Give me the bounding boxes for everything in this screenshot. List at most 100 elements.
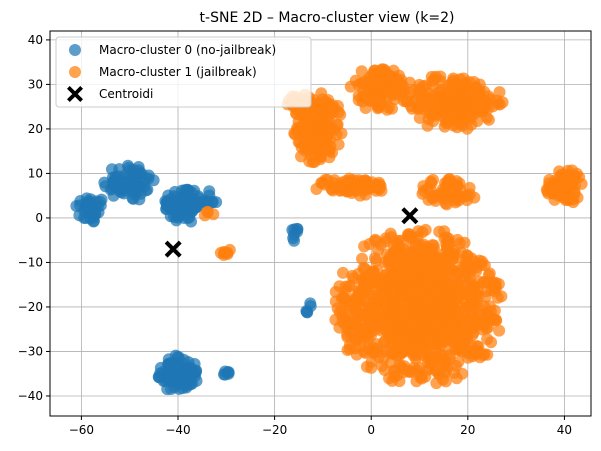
cluster0-point xyxy=(301,306,314,319)
cluster1-point xyxy=(378,285,391,298)
cluster1-point xyxy=(436,183,449,196)
cluster1-point xyxy=(425,70,438,83)
legend-marker-1 xyxy=(69,66,81,78)
cluster1-point xyxy=(463,188,476,201)
cluster1-point xyxy=(407,246,420,259)
legend-marker-0 xyxy=(69,44,81,56)
cluster1-point xyxy=(372,244,385,257)
cluster1-point xyxy=(470,340,483,353)
cluster1-point xyxy=(466,328,479,341)
cluster1-point xyxy=(493,86,506,99)
cluster1-point xyxy=(459,302,472,315)
cluster1-point xyxy=(400,95,413,108)
cluster1-point xyxy=(481,333,494,346)
series-0 xyxy=(70,159,317,396)
cluster0-point xyxy=(161,196,174,209)
data-points xyxy=(70,63,588,396)
cluster1-point xyxy=(332,181,345,194)
cluster1-point xyxy=(373,312,386,325)
cluster1-point xyxy=(303,155,316,168)
cluster1-point xyxy=(424,175,437,188)
cluster1-point xyxy=(411,102,424,115)
cluster1-point xyxy=(358,240,371,253)
cluster1-point xyxy=(387,347,400,360)
cluster1-point xyxy=(366,176,379,189)
cluster1-point xyxy=(379,65,392,78)
cluster1-point xyxy=(449,191,462,204)
cluster1-point xyxy=(472,318,485,331)
cluster1-point xyxy=(301,142,314,155)
cluster1-point xyxy=(384,254,397,267)
x-tick-label: −20 xyxy=(262,423,287,437)
cluster1-point xyxy=(493,324,506,337)
cluster0-point xyxy=(221,366,234,379)
cluster1-point xyxy=(345,186,358,199)
cluster1-point xyxy=(334,108,347,121)
cluster1-point xyxy=(352,94,365,107)
cluster1-point xyxy=(375,360,388,373)
cluster1-point xyxy=(460,78,473,91)
cluster1-point xyxy=(313,132,326,145)
cluster1-point xyxy=(573,171,586,184)
cluster1-point xyxy=(461,313,474,326)
cluster1-point xyxy=(361,81,374,94)
cluster1-point xyxy=(363,283,376,296)
cluster1-point xyxy=(332,138,345,151)
cluster1-point xyxy=(448,366,461,379)
cluster1-point xyxy=(491,291,504,304)
cluster1-point xyxy=(441,318,454,331)
cluster1-point xyxy=(563,191,576,204)
cluster1-point xyxy=(434,339,447,352)
cluster1-point xyxy=(426,239,439,252)
cluster1-point xyxy=(482,90,495,103)
cluster1-point xyxy=(472,289,485,302)
cluster1-point xyxy=(440,198,453,211)
cluster1-point xyxy=(470,81,483,94)
cluster0-point xyxy=(132,180,145,193)
cluster1-point xyxy=(496,96,509,109)
cluster1-point xyxy=(388,364,401,377)
cluster0-point xyxy=(164,357,177,370)
cluster1-point xyxy=(201,206,214,219)
cluster1-point xyxy=(404,297,417,310)
cluster1-point xyxy=(404,230,417,243)
cluster1-point xyxy=(349,304,362,317)
axis-ticks: −60 −40 −20 0 20 40 −40 −30 −20 −10 0 10 20 30 40 xyxy=(18,33,572,437)
cluster1-point xyxy=(359,331,372,344)
cluster1-point xyxy=(380,93,393,106)
y-tick-label: −30 xyxy=(18,344,43,358)
cluster1-point xyxy=(416,304,429,317)
cluster0-point xyxy=(176,382,189,395)
cluster1-point xyxy=(409,332,422,345)
cluster1-point xyxy=(470,264,483,277)
cluster1-point xyxy=(365,94,378,107)
cluster0-point xyxy=(186,377,199,390)
cluster0-point xyxy=(79,211,92,224)
cluster1-point xyxy=(413,83,426,96)
cluster1-point xyxy=(446,300,459,313)
cluster1-point xyxy=(452,355,465,368)
cluster1-point xyxy=(430,305,443,318)
cluster1-point xyxy=(413,111,426,124)
cluster1-point xyxy=(481,310,494,323)
x-tick-label: 20 xyxy=(460,423,475,437)
cluster1-point xyxy=(356,252,369,265)
cluster1-point xyxy=(322,98,335,111)
cluster1-point xyxy=(441,79,454,92)
legend-label-2: Centroidi xyxy=(99,87,153,101)
cluster1-point xyxy=(344,80,357,93)
cluster1-point xyxy=(420,275,433,288)
x-tick-label: 40 xyxy=(557,423,572,437)
cluster1-point xyxy=(401,319,414,332)
cluster1-point xyxy=(349,313,362,326)
cluster1-point xyxy=(355,65,368,78)
cluster1-point xyxy=(446,252,459,265)
cluster1-point xyxy=(449,286,462,299)
y-tick-label: −20 xyxy=(18,300,43,314)
cluster1-point xyxy=(442,173,455,186)
cluster1-point xyxy=(291,121,304,134)
cluster1-point xyxy=(336,310,349,323)
cluster1-point xyxy=(434,70,447,83)
y-tick-label: 10 xyxy=(28,166,43,180)
